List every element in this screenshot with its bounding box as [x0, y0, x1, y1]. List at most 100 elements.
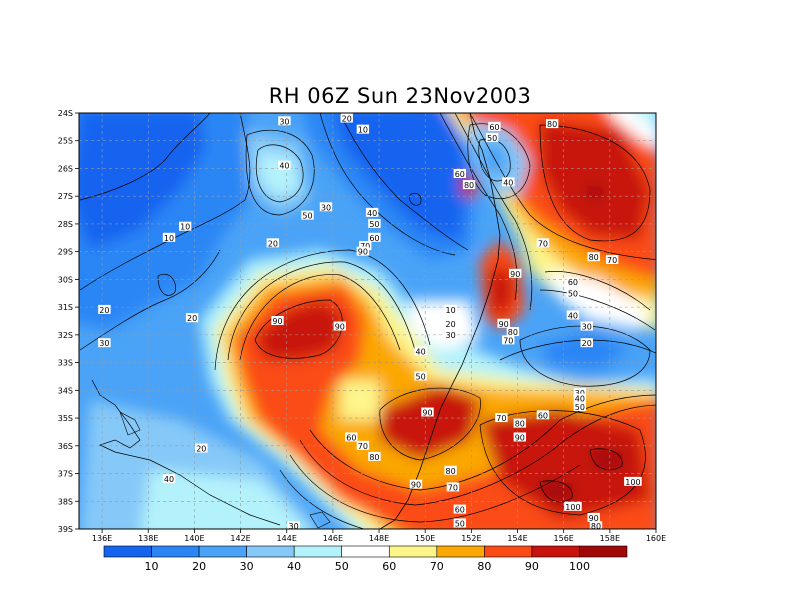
svg-text:20: 20 — [268, 239, 278, 248]
svg-text:90: 90 — [411, 481, 421, 490]
svg-text:70: 70 — [358, 442, 368, 451]
contour-label: 20 — [266, 238, 280, 248]
svg-text:60: 60 — [489, 123, 499, 132]
lat-tick-label: 25S — [58, 137, 73, 146]
contour-label: 100 — [624, 476, 642, 487]
lon-tick-label: 136E — [92, 534, 112, 543]
contour-label: 50 — [566, 288, 580, 298]
contour-label: 50 — [485, 132, 499, 143]
contour-label: 40 — [365, 207, 379, 218]
contour-lines — [79, 113, 656, 529]
lat-tick-label: 24S — [58, 109, 73, 118]
lat-tick-label: 37S — [58, 470, 73, 479]
contour-label: 90 — [356, 246, 370, 257]
svg-text:40: 40 — [575, 395, 585, 404]
contour-label: 80 — [587, 252, 600, 262]
svg-text:50: 50 — [369, 220, 379, 229]
contour-label: 90 — [509, 268, 522, 279]
svg-text:20: 20 — [342, 115, 352, 124]
contour-label: 80 — [506, 327, 520, 337]
svg-text:10: 10 — [445, 306, 455, 315]
svg-text:80: 80 — [589, 253, 599, 262]
contour-label: 70 — [605, 254, 619, 265]
lat-tick-label: 30S — [58, 275, 73, 284]
contour-label: 90 — [421, 407, 434, 418]
svg-text:70: 70 — [607, 256, 617, 265]
svg-text:80: 80 — [445, 467, 455, 476]
contour-label: 90 — [587, 512, 600, 523]
contour-label: 80 — [545, 119, 559, 129]
contour-label: 80 — [368, 451, 381, 462]
svg-text:10: 10 — [358, 126, 368, 135]
contour-label: 10 — [444, 304, 457, 315]
lat-tick-label: 32S — [58, 331, 73, 340]
svg-text:30: 30 — [445, 331, 455, 340]
svg-text:60: 60 — [455, 506, 465, 515]
lon-tick-label: 140E — [184, 534, 204, 543]
svg-text:70: 70 — [538, 239, 548, 248]
contour-label: 50 — [453, 518, 467, 528]
svg-text:90: 90 — [335, 323, 345, 332]
contour-label: 100 — [564, 501, 582, 512]
contour-label: 70 — [502, 335, 515, 345]
svg-text:60: 60 — [568, 278, 578, 287]
svg-text:80: 80 — [464, 181, 474, 190]
axes: 24S 25S 26S 27S 28S 29S 30S 31S 32S 33S 34S 35S 36S 3… — [58, 109, 666, 543]
contour-label: 80 — [589, 521, 603, 529]
svg-text:80: 80 — [369, 453, 379, 462]
svg-text:60: 60 — [455, 170, 465, 179]
colorbar-label: 60 — [382, 560, 396, 573]
svg-text:40: 40 — [367, 209, 377, 218]
lat-tick-label: 33S — [58, 359, 73, 368]
svg-text:50: 50 — [575, 403, 585, 412]
svg-text:50: 50 — [455, 519, 465, 528]
coastline — [379, 113, 501, 529]
contour-label: 50 — [573, 401, 587, 412]
lat-tick-label: 26S — [58, 164, 73, 173]
lat-tick-label: 28S — [58, 220, 73, 229]
lon-tick-label: 142E — [230, 534, 250, 543]
svg-text:20: 20 — [99, 306, 109, 315]
lat-tick-label: 31S — [58, 303, 73, 312]
colorbar-swatch — [388, 545, 438, 558]
svg-text:30: 30 — [575, 389, 585, 398]
colorbar-label: 90 — [525, 560, 539, 573]
contour-label: 60 — [536, 410, 550, 420]
colorbar-swatch — [103, 545, 152, 558]
svg-text:40: 40 — [503, 178, 513, 187]
svg-text:30: 30 — [321, 203, 331, 212]
contour-label: 60 — [345, 432, 358, 442]
svg-text:70: 70 — [360, 242, 370, 251]
contour-label: 40 — [278, 160, 291, 171]
colorbar: 10 20 30 40 50 60 70 80 90 100 — [103, 545, 628, 573]
lat-tick-label: 39S — [58, 525, 73, 534]
contour-label: 30 — [278, 116, 291, 126]
svg-text:40: 40 — [279, 162, 289, 171]
contour-label: 20 — [195, 443, 208, 454]
plot-frame — [78, 112, 657, 530]
lat-tick-label: 29S — [58, 248, 73, 257]
svg-text:90: 90 — [422, 409, 432, 418]
svg-text:90: 90 — [358, 248, 368, 257]
svg-text:70: 70 — [503, 336, 513, 345]
colorbar-swatch — [341, 545, 390, 558]
contour-label: 10 — [162, 232, 176, 243]
contour-label: 90 — [513, 432, 527, 442]
svg-text:20: 20 — [582, 339, 592, 348]
lon-tick-label: 146E — [323, 534, 343, 543]
lat-tick-label: 36S — [58, 442, 73, 451]
colorbar-label: 50 — [335, 560, 349, 573]
lat-tick-label: 38S — [58, 497, 73, 506]
svg-text:90: 90 — [499, 320, 509, 329]
svg-text:60: 60 — [346, 433, 356, 442]
contour-label: 80 — [444, 465, 457, 476]
svg-text:50: 50 — [415, 372, 425, 381]
svg-text:50: 50 — [568, 289, 578, 298]
svg-text:30: 30 — [99, 339, 109, 348]
svg-text:70: 70 — [496, 414, 506, 423]
map-title: RH 06Z Sun 23Nov2003 — [268, 84, 532, 108]
svg-text:10: 10 — [180, 223, 190, 232]
contour-labels: 30 20104050302010102020304050607090909060… — [98, 113, 642, 529]
contour-label: 40 — [573, 393, 587, 404]
lat-tick-label: 34S — [58, 386, 73, 395]
